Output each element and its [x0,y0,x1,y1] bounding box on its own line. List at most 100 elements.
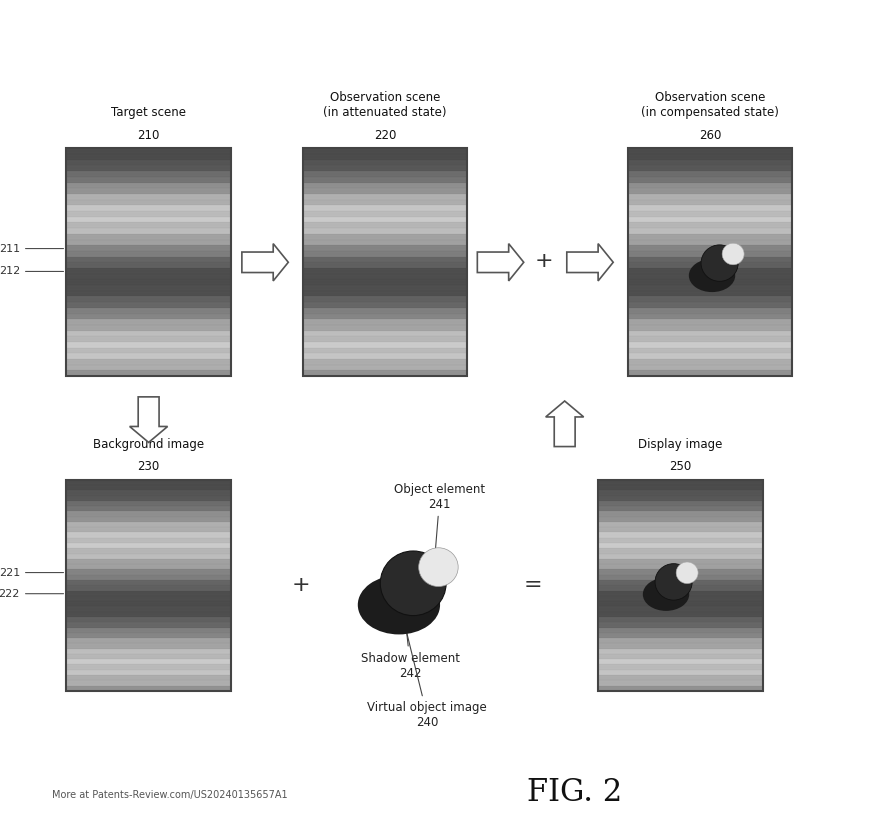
Bar [66,564,231,569]
Bar [627,337,792,342]
Bar [66,371,231,376]
Bar [66,262,231,268]
Bar [303,211,467,217]
Bar [66,569,231,575]
Bar [627,205,792,211]
Bar [598,638,763,643]
Text: 212: 212 [0,267,63,277]
Bar [303,183,467,189]
Bar [627,148,792,154]
Bar [66,612,231,617]
Bar [66,331,231,337]
Ellipse shape [358,575,440,634]
Bar [66,527,231,533]
Bar [66,580,231,585]
Bar [627,171,792,177]
Bar [627,245,792,251]
Bar [598,479,763,485]
Bar [598,681,763,686]
Ellipse shape [689,259,735,292]
Bar [66,632,231,638]
Bar [66,279,231,285]
Text: More at Patents-Review.com/US20240135657A1: More at Patents-Review.com/US20240135657… [52,789,287,799]
Bar [303,223,467,229]
Bar [598,569,763,575]
Bar [598,479,763,691]
Bar [627,239,792,245]
Bar [598,686,763,691]
Text: Virtual object image
240: Virtual object image 240 [367,610,487,730]
Bar [598,558,763,564]
Bar [66,148,231,154]
Bar [66,558,231,564]
Bar [627,359,792,365]
Polygon shape [129,397,167,442]
Text: Object element
241: Object element 241 [394,483,486,566]
Text: Target scene: Target scene [111,106,187,120]
Text: Observation scene
(in attenuated state): Observation scene (in attenuated state) [323,91,447,120]
Bar [66,268,231,273]
Bar [598,632,763,638]
Bar [303,148,467,154]
Bar [66,285,231,291]
Bar [598,548,763,553]
Bar [66,522,231,527]
Bar [598,591,763,596]
Bar [303,149,467,376]
Bar [66,245,231,251]
Text: =: = [524,575,542,595]
Bar [66,342,231,347]
Bar [627,262,792,268]
Bar [627,325,792,331]
Bar [627,211,792,217]
Bar [66,622,231,627]
Bar [66,223,231,229]
Bar [66,273,231,279]
Bar [627,319,792,325]
Bar [303,273,467,279]
Bar [627,217,792,223]
Bar [66,490,231,495]
Bar [303,291,467,297]
Bar [66,205,231,211]
Bar [627,149,792,376]
Bar [627,291,792,297]
Bar [66,337,231,342]
Bar [303,257,467,263]
Bar [627,177,792,183]
Bar [303,199,467,205]
Bar [66,211,231,217]
Bar [303,262,467,268]
Bar [66,165,231,171]
Bar [303,371,467,376]
Text: +: + [291,575,310,595]
Text: +: + [534,252,553,272]
Text: Display image: Display image [638,438,722,450]
Bar [66,681,231,686]
Bar [598,617,763,622]
Bar [598,580,763,585]
Text: 221: 221 [0,568,63,578]
Bar [627,194,792,199]
Bar [303,302,467,307]
Bar [598,574,763,580]
Bar [66,325,231,331]
Bar [627,257,792,263]
Bar [598,622,763,627]
Bar [598,553,763,559]
Bar [66,239,231,245]
Bar [598,522,763,527]
Text: 230: 230 [137,460,160,473]
Bar [303,160,467,165]
Bar [303,149,467,376]
Bar [627,365,792,371]
Bar [303,245,467,251]
Bar [627,307,792,313]
Bar [66,257,231,263]
Bar [627,297,792,302]
Text: 260: 260 [699,129,721,142]
Bar [303,217,467,223]
Bar [66,607,231,612]
Bar [598,506,763,511]
Text: 222: 222 [0,588,63,598]
